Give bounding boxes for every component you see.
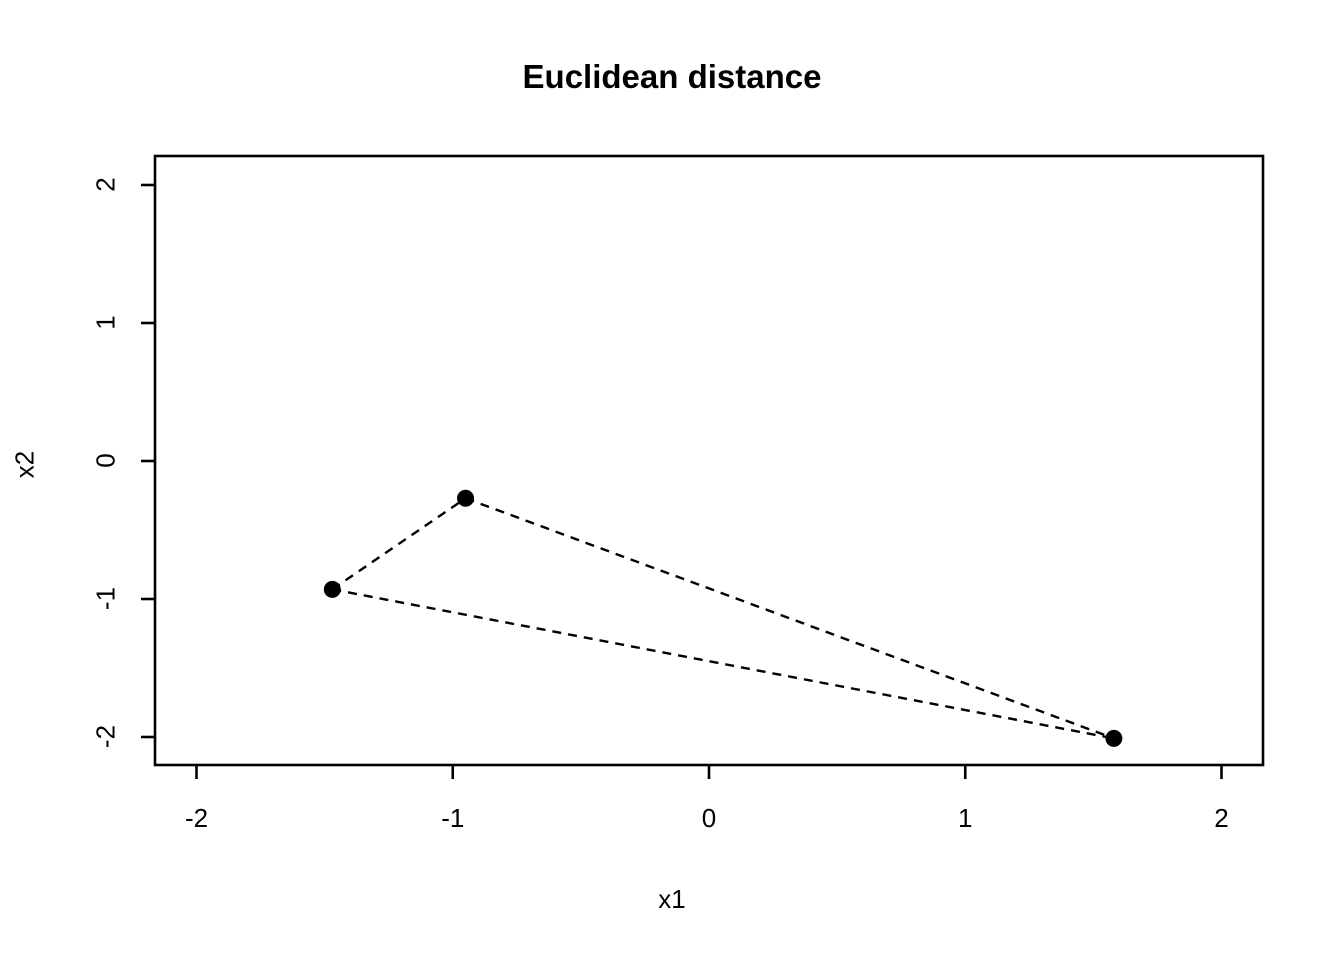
data-point bbox=[323, 580, 341, 598]
y-tick-label: -1 bbox=[90, 586, 121, 611]
distance-segment bbox=[332, 588, 1115, 740]
y-tick-label: 0 bbox=[90, 453, 121, 468]
plot-frame bbox=[153, 154, 1265, 767]
distance-segments bbox=[331, 497, 1115, 740]
y-tick-label: -2 bbox=[90, 724, 121, 749]
distance-segment bbox=[465, 497, 1115, 740]
data-point bbox=[457, 489, 475, 507]
x-tick-label: 0 bbox=[701, 803, 717, 833]
y-tick-label: 2 bbox=[90, 177, 121, 192]
data-point bbox=[1105, 729, 1123, 747]
distance-segment bbox=[331, 497, 467, 591]
x-tick-label: 2 bbox=[1214, 803, 1229, 833]
x-tick-label: -1 bbox=[441, 803, 465, 833]
page-title: Euclidean distance bbox=[522, 58, 822, 95]
x-axis-label: x1 bbox=[658, 884, 686, 914]
data-points bbox=[323, 489, 1123, 747]
x-tick-label: 1 bbox=[958, 803, 973, 833]
axis-ticks bbox=[141, 183, 1223, 779]
y-axis-label: x2 bbox=[9, 450, 40, 479]
x-tick-label: -2 bbox=[184, 803, 209, 833]
y-tick-label: 1 bbox=[90, 315, 121, 330]
plot-border bbox=[153, 154, 1265, 767]
